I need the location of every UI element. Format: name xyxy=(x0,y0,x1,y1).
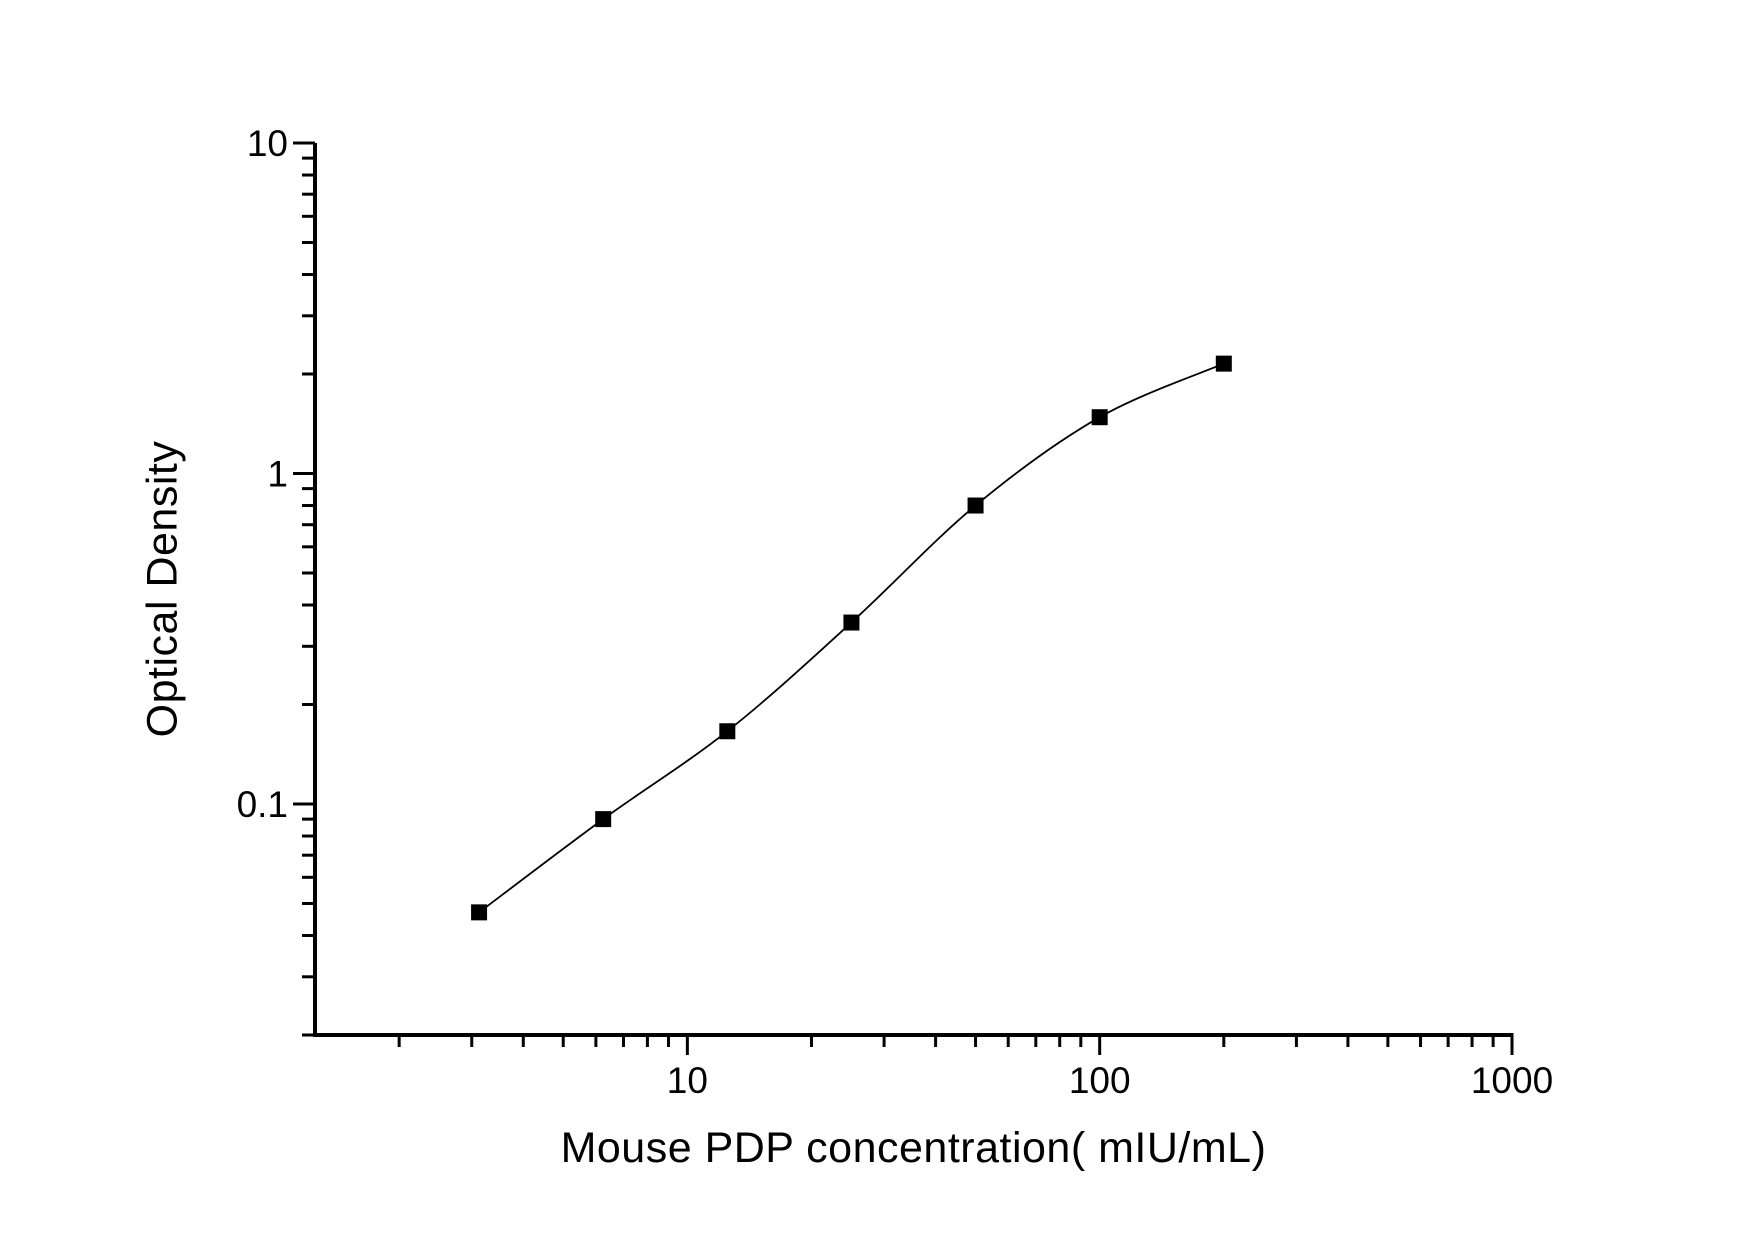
data-point-marker xyxy=(967,497,984,514)
y-tick-label: 0.1 xyxy=(237,784,288,825)
data-point-marker xyxy=(719,723,736,740)
data-point-marker xyxy=(1091,409,1108,426)
data-point-marker xyxy=(843,614,860,631)
data-point-marker xyxy=(471,904,488,921)
y-tick-label: 10 xyxy=(247,123,288,164)
fit-curve-line xyxy=(478,362,1225,914)
data-point-marker xyxy=(595,811,612,828)
y-tick-label: 1 xyxy=(267,453,288,494)
x-axis-title: Mouse PDP concentration( mIU/mL) xyxy=(560,1124,1267,1172)
x-tick-label: 1000 xyxy=(1471,1060,1553,1101)
x-tick-label: 100 xyxy=(1069,1060,1131,1101)
x-tick-label: 10 xyxy=(667,1060,708,1101)
y-axis-title: Optical Density xyxy=(138,440,187,738)
data-point-marker xyxy=(1215,355,1232,372)
